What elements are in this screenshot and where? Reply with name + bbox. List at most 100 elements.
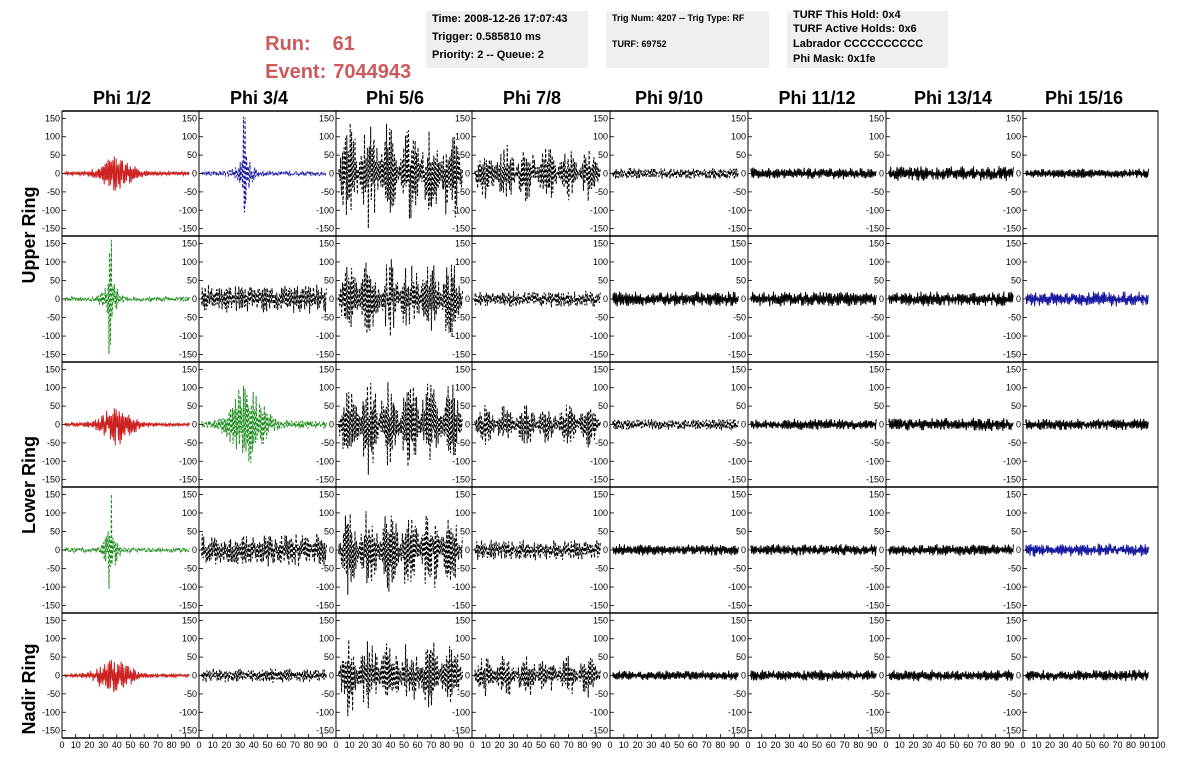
y-tick-label: -50 — [733, 313, 746, 323]
y-tick-label: 150 — [455, 113, 470, 123]
y-tick-label: -100 — [452, 205, 470, 215]
y-tick-label: -100 — [179, 456, 197, 466]
y-tick-label: -150 — [866, 601, 884, 611]
y-tick-label: -50 — [184, 564, 197, 574]
y-tick-label: 0 — [1016, 294, 1021, 304]
y-tick-label: 100 — [731, 383, 746, 393]
y-tick-label: 0 — [603, 420, 608, 430]
waveform-r5-c6 — [750, 669, 877, 682]
y-tick-label: 100 — [319, 132, 334, 142]
y-tick-label: -100 — [452, 456, 470, 466]
y-tick-label: 0 — [192, 169, 197, 179]
y-tick-label: -50 — [47, 187, 60, 197]
event-label: Event: — [265, 61, 327, 83]
y-tick-label: 50 — [736, 652, 746, 662]
y-tick-label: -150 — [590, 475, 608, 485]
y-tick-label: -50 — [733, 564, 746, 574]
x-tick-label: 20 — [771, 740, 781, 750]
y-tick-label: -100 — [452, 331, 470, 341]
y-tick-label: 100 — [45, 508, 60, 518]
x-tick-label: 30 — [235, 740, 245, 750]
x-tick-label: 80 — [1126, 740, 1136, 750]
y-tick-label: 0 — [741, 545, 746, 555]
x-tick-label: 40 — [660, 740, 670, 750]
x-tick-label: 10 — [208, 740, 218, 750]
y-tick-label: 0 — [603, 671, 608, 681]
y-tick-label: -100 — [42, 331, 60, 341]
y-tick-label: 150 — [182, 238, 197, 248]
y-tick-label: -100 — [452, 707, 470, 717]
y-tick-label: 0 — [329, 420, 334, 430]
y-tick-label: 50 — [598, 652, 608, 662]
y-tick-label: -50 — [871, 564, 884, 574]
y-tick-label: 50 — [598, 401, 608, 411]
x-tick-label: 10 — [71, 740, 81, 750]
x-tick-label: 50 — [125, 740, 135, 750]
x-tick-label: 90 — [180, 740, 190, 750]
y-tick-label: 0 — [603, 169, 608, 179]
y-tick-label: -50 — [184, 187, 197, 197]
y-tick-label: 0 — [329, 545, 334, 555]
y-tick-label: 50 — [187, 401, 197, 411]
x-tick-label: 90 — [1139, 740, 1149, 750]
y-tick-label: 100 — [869, 508, 884, 518]
y-tick-label: -50 — [457, 313, 470, 323]
y-tick-label: 0 — [55, 671, 60, 681]
y-tick-label: -150 — [42, 224, 60, 234]
y-tick-label: 50 — [1011, 150, 1021, 160]
y-tick-label: 100 — [1006, 383, 1021, 393]
turf-info-box: TURF This Hold: 0x4 TURF Active Holds: 0… — [787, 9, 948, 68]
y-tick-label: -100 — [866, 582, 884, 592]
waveform-r3-c1 — [64, 408, 190, 446]
y-tick-label: 150 — [319, 238, 334, 248]
x-tick-label: 40 — [385, 740, 395, 750]
y-tick-label: -100 — [590, 331, 608, 341]
y-tick-label: 100 — [319, 383, 334, 393]
x-tick-label: 60 — [413, 740, 423, 750]
y-tick-label: -150 — [42, 601, 60, 611]
x-tick-label: 0 — [1020, 740, 1025, 750]
y-tick-label: -50 — [184, 689, 197, 699]
y-tick-label: 100 — [455, 634, 470, 644]
x-tick-label: 20 — [221, 740, 231, 750]
y-tick-label: -150 — [42, 350, 60, 360]
x-tick-label: 10 — [345, 740, 355, 750]
waveform-r2-c6 — [750, 291, 877, 307]
y-tick-label: 0 — [741, 420, 746, 430]
y-tick-label: -50 — [184, 313, 197, 323]
y-tick-label: -100 — [1003, 582, 1021, 592]
y-tick-label: 150 — [731, 113, 746, 123]
x-tick-label: 50 — [1085, 740, 1095, 750]
y-tick-label: 50 — [50, 401, 60, 411]
y-tick-label: 50 — [874, 150, 884, 160]
waveform-r1-c8 — [1025, 168, 1149, 179]
y-tick-label: 100 — [455, 257, 470, 267]
x-tick-label: 90 — [729, 740, 739, 750]
y-tick-label: 0 — [192, 420, 197, 430]
waveform-r2-c5 — [612, 291, 739, 307]
y-tick-label: 150 — [455, 364, 470, 374]
y-tick-label: -150 — [590, 224, 608, 234]
y-tick-label: 0 — [879, 420, 884, 430]
y-tick-label: 150 — [45, 113, 60, 123]
waveform-r3-c7 — [888, 417, 1014, 432]
phi-mask-line: Phi Mask: 0x1fe — [793, 53, 876, 65]
y-tick-label: 100 — [593, 508, 608, 518]
x-tick-label: 20 — [84, 740, 94, 750]
waveform-r3-c6 — [750, 418, 877, 431]
y-tick-label: -100 — [316, 582, 334, 592]
y-tick-label: 150 — [1006, 615, 1021, 625]
y-tick-label: -100 — [728, 456, 746, 466]
waveform-r1-c5 — [612, 167, 739, 180]
y-tick-label: 0 — [329, 169, 334, 179]
x-tick-label: 60 — [1099, 740, 1109, 750]
y-tick-label: 150 — [319, 615, 334, 625]
y-tick-label: 150 — [455, 489, 470, 499]
y-tick-label: -50 — [457, 689, 470, 699]
y-tick-label: -50 — [1008, 689, 1021, 699]
waveform-r3-c8 — [1025, 418, 1149, 431]
y-tick-label: 0 — [741, 169, 746, 179]
y-tick-label: 150 — [593, 364, 608, 374]
y-tick-label: -150 — [1003, 350, 1021, 360]
waveform-r4-c8 — [1025, 543, 1149, 557]
